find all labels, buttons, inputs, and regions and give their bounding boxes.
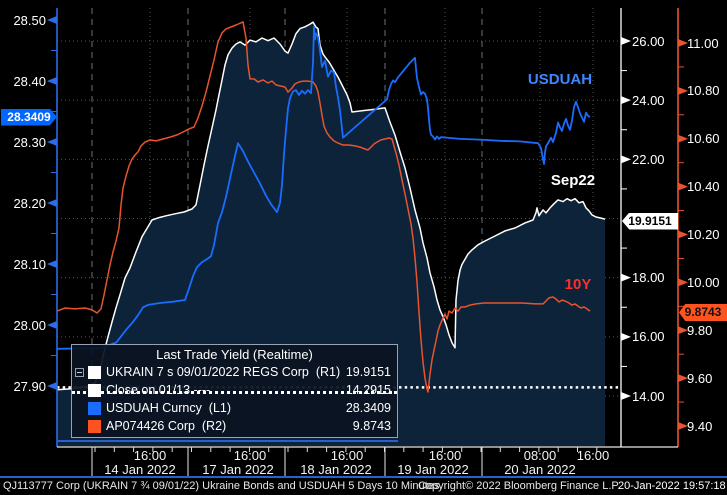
series-annotation-usduah: USDUAH xyxy=(527,71,593,88)
axis-tick-label: 10.20 xyxy=(687,227,720,242)
axis-tick-label: 28.50 xyxy=(13,12,46,28)
legend-swatch xyxy=(88,383,101,397)
legend-swatch xyxy=(88,401,101,415)
axis-tick-label: 10.00 xyxy=(687,274,720,290)
legend-collapse-icon[interactable] xyxy=(75,367,84,377)
axis-tick-label: 27.90 xyxy=(13,378,46,394)
axis-tick-label: 9.80 xyxy=(687,322,713,338)
axis-tick-label: 28.00 xyxy=(13,317,46,333)
x-time-label: 08:00 xyxy=(523,448,557,463)
legend-row[interactable]: USDUAH Curncy (L1) 28.3409 xyxy=(72,399,397,417)
x-date-label: 17 Jan 2022 xyxy=(202,462,274,477)
x-time-label: 16:00 xyxy=(133,448,167,463)
axis-tick-label: 11.00 xyxy=(687,35,719,51)
legend-series-label: UKRAIN 7 s 09/01/2022 REGS Corp (R1) xyxy=(106,365,341,379)
legend-series-label: Close on 01/13 ---- xyxy=(106,383,211,397)
x-time-label: 16:00 xyxy=(428,448,462,463)
legend-series-label: USDUAH Curncy (L1) xyxy=(106,401,232,415)
legend-series-value: 9.8743 xyxy=(352,419,391,433)
axis-tick-label: 28.10 xyxy=(13,256,46,272)
series-annotation-sep22: Sep22 xyxy=(550,172,596,189)
legend-swatch xyxy=(88,419,101,433)
legend-rows: UKRAIN 7 s 09/01/2022 REGS Corp (R1) 19.9… xyxy=(72,363,397,435)
x-time-label: 16:00 xyxy=(576,448,610,463)
legend-series-value: 28.3409 xyxy=(345,401,391,415)
last-value-badge-l1: 28.3409 xyxy=(1,108,57,126)
axis-tick-label: 10.80 xyxy=(687,83,720,99)
legend-box[interactable]: Last Trade Yield (Realtime) UKRAIN 7 s 0… xyxy=(71,344,398,438)
footer-copyright: Copyright© 2022 Bloomberg Finance L.P. xyxy=(418,480,621,492)
axis-tick-label: 28.30 xyxy=(13,134,46,150)
x-date-label: 19 Jan 2022 xyxy=(397,462,469,477)
axis-tick-label: 18.00 xyxy=(632,270,665,286)
axis-ticks xyxy=(47,16,688,476)
series-lines xyxy=(56,21,606,393)
last-value-badge-r1: 19.9151 xyxy=(622,212,678,230)
axis-tick-label: 28.40 xyxy=(13,73,46,89)
legend-title: Last Trade Yield (Realtime) xyxy=(156,347,313,362)
x-date-label: 14 Jan 2022 xyxy=(104,462,176,477)
last-value-badge-r2: 9.8743 xyxy=(679,303,727,321)
axis-tick-label: 10.60 xyxy=(687,131,720,147)
legend-swatch xyxy=(88,365,101,379)
legend-series-value: 14.2915 xyxy=(345,383,391,397)
legend-bottom-blue-line xyxy=(57,440,398,442)
legend-row[interactable]: Close on 01/13 ---- 14.2915 xyxy=(72,381,397,399)
legend-series-label: AP074426 Corp (R2) xyxy=(106,419,227,433)
area-fill xyxy=(57,22,605,446)
footer-separator-line xyxy=(0,476,727,478)
axis-tick-label: 16.00 xyxy=(632,329,665,345)
axis-tick-label: 14.00 xyxy=(632,388,665,404)
axis-tick-label: 24.00 xyxy=(632,92,665,108)
legend-row[interactable]: UKRAIN 7 s 09/01/2022 REGS Corp (R1) 19.9… xyxy=(72,363,397,381)
legend-series-value: 19.9151 xyxy=(345,365,391,379)
x-date-label: 20 Jan 2022 xyxy=(504,462,576,477)
axis-tick-label: 9.40 xyxy=(687,418,713,434)
legend-row[interactable]: AP074426 Corp (R2) 9.8743 xyxy=(72,417,397,435)
footer-security-description: QJ113777 Corp (UKRAIN 7 ¾ 09/01/22) Ukra… xyxy=(3,480,440,492)
axis-tick-label: 22.00 xyxy=(632,151,665,167)
x-date-label: 18 Jan 2022 xyxy=(300,462,372,477)
x-time-label: 16:00 xyxy=(233,448,267,463)
axis-tick-label: 28.20 xyxy=(13,195,46,211)
axis-tick-label: 9.60 xyxy=(687,370,713,386)
axis-tick-label: 26.00 xyxy=(632,33,665,49)
footer-bar: QJ113777 Corp (UKRAIN 7 ¾ 09/01/22) Ukra… xyxy=(0,478,727,495)
x-time-label: 16:00 xyxy=(330,448,364,463)
axis-tick-label: 10.40 xyxy=(687,179,720,195)
series-annotation-10y: 10Y xyxy=(564,276,592,293)
footer-datetime: 20-Jan-2022 19:57:18 xyxy=(618,480,726,492)
legend-close-dotted-line xyxy=(72,391,397,394)
